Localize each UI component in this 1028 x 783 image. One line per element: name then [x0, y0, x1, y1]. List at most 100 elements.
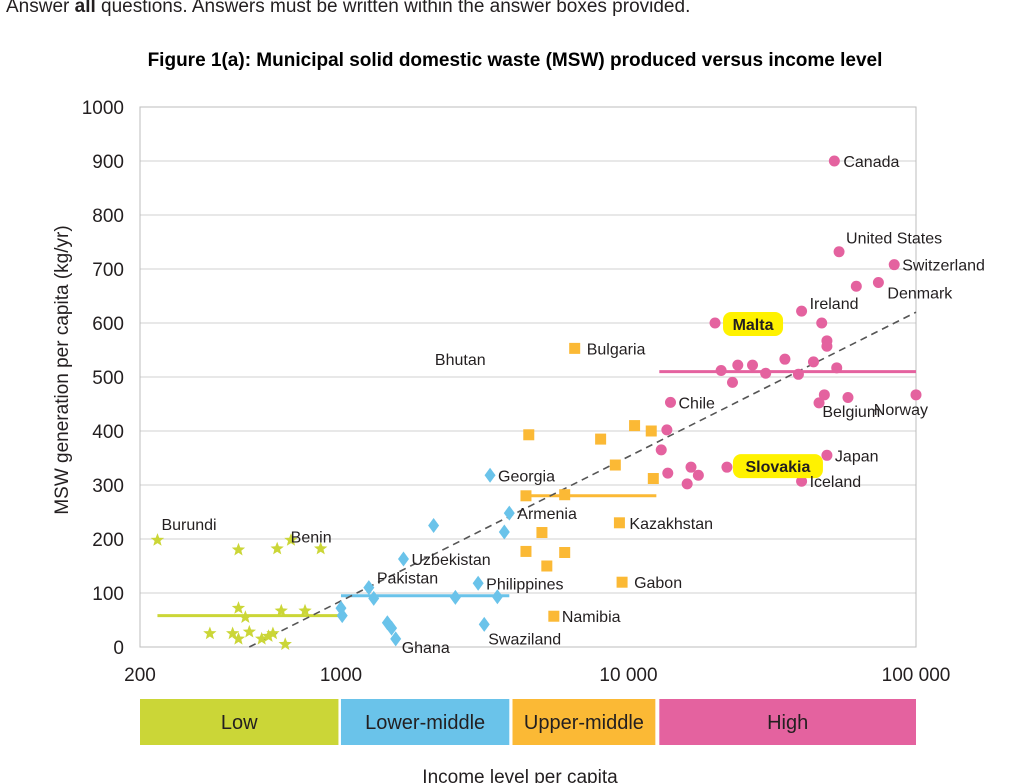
data-point-low: [231, 601, 246, 614]
point-label-malta: Malta: [733, 317, 774, 334]
x-tick-label: 200: [124, 665, 156, 686]
data-point-high: [661, 424, 673, 436]
data-point-high: [796, 475, 808, 487]
data-point-upper-middle: [520, 545, 532, 557]
y-tick-label: 200: [92, 530, 124, 551]
point-label-switzerland: Switzerland: [902, 258, 985, 275]
data-point-high: [813, 397, 825, 409]
y-tick-label: 700: [92, 260, 124, 281]
data-points: [150, 155, 922, 650]
data-point-high: [681, 478, 693, 490]
data-point-lower-middle: [472, 575, 484, 591]
point-label-japan: Japan: [835, 448, 879, 465]
point-label-denmark: Denmark: [887, 286, 953, 303]
chart-title: Figure 1(a): Municipal solid domestic wa…: [148, 50, 883, 71]
point-label-kazakhstan: Kazakhstan: [629, 516, 713, 533]
data-point-low: [270, 541, 284, 555]
point-label-slovakia: Slovakia: [745, 459, 810, 476]
point-labels: Burundi Benin Pakistan Ghana Uzbekistan Phili…: [161, 154, 984, 657]
data-point-lower-middle: [498, 524, 510, 540]
income-band-high: [659, 699, 916, 745]
point-label-norway: Norway: [874, 402, 928, 419]
data-point-low: [150, 533, 165, 546]
point-label-ghana: Ghana: [402, 640, 450, 657]
data-point-high: [779, 353, 791, 365]
data-point-upper-middle: [613, 517, 625, 529]
data-point-upper-middle: [569, 342, 581, 354]
x-tick-label: 1000: [320, 665, 362, 686]
data-point-upper-middle: [616, 576, 628, 588]
y-tick-label: 500: [92, 368, 124, 389]
data-point-low: [314, 541, 328, 555]
data-point-upper-middle: [559, 489, 571, 501]
data-point-lower-middle: [397, 551, 409, 567]
point-label-armenia: Armenia: [517, 506, 577, 523]
data-point-high: [747, 359, 759, 371]
data-point-low: [266, 626, 280, 640]
point-label-ireland: Ireland: [810, 296, 859, 313]
data-point-high: [816, 317, 828, 329]
income-band-label: Low: [221, 712, 258, 734]
instruction-suffix: questions. Answers must be written withi…: [95, 0, 691, 17]
data-point-lower-middle: [484, 467, 496, 483]
point-label-iceland: Iceland: [810, 474, 862, 491]
point-label-canada: Canada: [843, 154, 899, 171]
data-point-high: [655, 444, 667, 456]
y-tick-label: 900: [92, 152, 124, 173]
y-tick-label: 400: [92, 422, 124, 443]
instruction-bold: all: [74, 0, 96, 17]
point-label-united-states: United States: [846, 231, 942, 248]
x-axis-label: Income level per capita: [422, 767, 618, 783]
y-tick-label: 300: [92, 476, 124, 497]
data-point-high: [685, 461, 697, 473]
x-axis-ticks: 200 1000 10 000 100 000: [124, 665, 950, 686]
data-point-lower-middle: [478, 616, 490, 632]
data-point-lower-middle: [428, 518, 440, 533]
y-tick-label: 0: [113, 638, 124, 659]
data-point-low: [231, 542, 246, 556]
data-point-high: [821, 335, 833, 347]
data-point-low: [231, 631, 246, 645]
data-point-high: [842, 392, 854, 404]
point-label-swaziland: Swaziland: [488, 631, 561, 648]
point-label-benin: Benin: [291, 530, 332, 547]
y-tick-label: 1000: [82, 98, 124, 119]
instruction-prefix: Answer: [6, 0, 75, 17]
data-point-high: [828, 155, 840, 167]
y-tick-label: 800: [92, 206, 124, 227]
data-point-lower-middle: [363, 580, 375, 596]
data-point-low: [242, 624, 256, 638]
data-point-high: [888, 259, 900, 271]
point-label-gabon: Gabon: [634, 575, 682, 592]
data-point-low: [278, 637, 292, 650]
data-point-low: [238, 610, 252, 623]
data-point-lower-middle: [503, 505, 515, 521]
data-point-upper-middle: [559, 547, 571, 558]
data-point-low: [226, 626, 240, 640]
data-point-lower-middle: [336, 608, 348, 624]
trendline: [248, 311, 917, 648]
instruction-text: Answer all questions. Answers must be wr…: [6, 0, 690, 18]
data-point-upper-middle: [520, 490, 532, 502]
data-point-upper-middle: [647, 473, 659, 485]
point-label-chile: Chile: [678, 395, 715, 412]
point-label-namibia: Namibia: [562, 609, 621, 626]
data-point-high: [664, 396, 676, 408]
point-label-belgium: Belgium: [822, 404, 880, 421]
point-label-malta-highlight: [723, 312, 784, 336]
income-band-upper-middle: [512, 699, 656, 745]
data-point-lower-middle: [449, 589, 461, 605]
data-point-lower-middle: [368, 590, 380, 606]
data-point-high: [796, 305, 808, 317]
y-axis-ticks: 0 100 200 300 400 500 600 700 800 900 1000: [82, 98, 124, 659]
data-point-upper-middle: [629, 420, 641, 432]
plot-area: [139, 106, 917, 648]
x-tick-label: 100 000: [882, 665, 951, 686]
data-point-upper-middle: [609, 459, 621, 471]
point-label-philippines: Philippines: [486, 576, 563, 593]
income-band-label: Upper-middle: [524, 712, 644, 734]
point-label-bhutan: Bhutan: [435, 352, 486, 369]
data-point-upper-middle: [595, 433, 607, 445]
data-point-high: [760, 367, 772, 379]
data-point-high: [732, 359, 744, 371]
